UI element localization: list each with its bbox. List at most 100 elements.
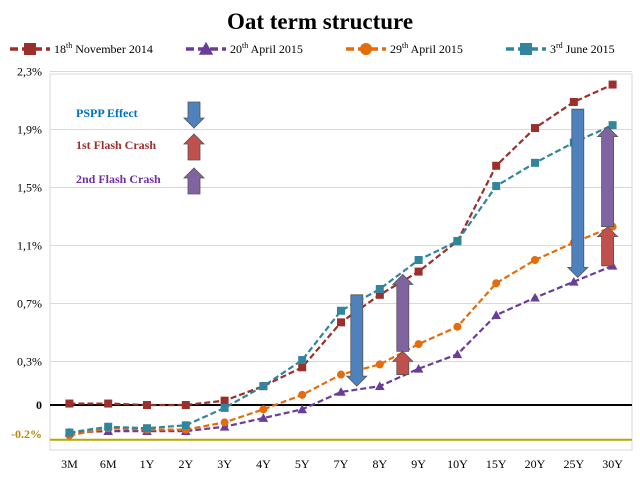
x-tick-label: 20Y <box>525 457 546 471</box>
data-point <box>143 401 151 409</box>
x-tick-label: 2Y <box>178 457 193 471</box>
arrow-up <box>183 133 205 161</box>
data-point <box>569 276 579 286</box>
data-point <box>298 356 307 365</box>
arrow-up <box>596 126 619 228</box>
legend-label: 29th April 2015 <box>390 41 463 56</box>
data-point <box>65 399 74 408</box>
data-point <box>337 370 345 379</box>
y-tick-label: 0 <box>36 398 42 412</box>
annotation-arrows <box>345 108 619 387</box>
data-point <box>530 292 540 302</box>
chart-legend: 18th November 2014 20th April 2015 29th Ap… <box>10 41 615 56</box>
plot-border <box>49 73 633 451</box>
data-point <box>452 349 463 359</box>
arrow-up <box>391 273 414 352</box>
data-point <box>298 363 307 372</box>
x-tick-label: 6M <box>100 457 117 471</box>
data-point <box>413 363 424 373</box>
data-point <box>492 279 501 288</box>
arrow-down <box>345 294 368 387</box>
series-line <box>69 83 614 407</box>
data-point <box>143 424 151 433</box>
arrow-up <box>596 226 619 267</box>
data-point <box>531 158 539 167</box>
x-tick-label: 5Y <box>295 457 310 471</box>
data-point <box>259 405 268 414</box>
data-point <box>259 382 268 391</box>
x-tick-label: 25Y <box>563 457 584 471</box>
data-point <box>181 421 190 430</box>
x-tick-label: 3Y <box>217 457 232 471</box>
data-point <box>220 418 229 427</box>
data-point <box>337 318 345 327</box>
data-point <box>608 121 617 130</box>
y-tick-label: 1,9% <box>17 123 42 137</box>
data-point <box>198 41 214 55</box>
x-tick-label: 10Y <box>447 457 468 471</box>
arrow-down <box>183 101 205 129</box>
x-tick-label: 30Y <box>602 457 623 471</box>
arrow-up <box>391 350 414 375</box>
data-point <box>337 306 345 315</box>
data-point <box>104 422 113 431</box>
x-tick-label: 1Y <box>140 457 155 471</box>
y-tick-label: 1,5% <box>17 181 42 195</box>
x-tick-label: 9Y <box>411 457 426 471</box>
data-point <box>414 256 423 264</box>
data-point <box>360 43 372 55</box>
data-point <box>104 399 113 408</box>
chart-title: Oat term structure <box>227 9 413 34</box>
legend-label: 18th November 2014 <box>54 41 153 56</box>
data-point <box>258 413 269 422</box>
legend-item-3: 29th April 2015 <box>346 41 463 56</box>
arrow-up <box>183 167 205 195</box>
data-point <box>453 322 462 331</box>
data-point <box>220 403 229 412</box>
series-layer <box>64 80 618 440</box>
arrow-down <box>566 108 589 278</box>
y-tick-label: -0.2% <box>11 427 42 441</box>
data-point <box>608 80 617 89</box>
data-point <box>375 285 384 293</box>
data-point <box>375 360 384 369</box>
x-tick-label: 3M <box>61 457 78 471</box>
annotation-2: 1st Flash Crash <box>76 133 205 161</box>
data-point <box>492 161 501 170</box>
y-tick-label: 2,3% <box>17 65 42 79</box>
data-point <box>492 182 501 191</box>
data-point <box>375 290 384 299</box>
annotation-3: 2nd Flash Crash <box>76 167 205 195</box>
series-2 <box>64 261 618 437</box>
legend-label: 3rd June 2015 <box>550 41 615 56</box>
x-tick-label: 7Y <box>334 457 349 471</box>
data-point <box>375 381 385 390</box>
y-axis: 2,3% 1,9% 1,5% 1,1% 0,7% 0,3% 0 -0.2% <box>11 65 42 442</box>
data-point <box>414 267 423 276</box>
x-tick-label: 4Y <box>256 457 271 471</box>
x-tick-label: 8Y <box>372 457 387 471</box>
data-point <box>531 256 539 264</box>
x-axis: 3M 6M 1Y 2Y 3Y 4Y 5Y 7Y 8Y 9Y 10Y 15Y 20Y 25Y 30Y <box>61 457 623 471</box>
data-point <box>531 124 539 133</box>
series-line <box>69 124 614 434</box>
annotation-label: PSPP Effect <box>76 106 138 120</box>
data-point <box>181 401 190 409</box>
data-point <box>298 390 307 399</box>
legend-label: 20th April 2015 <box>230 41 303 56</box>
data-point <box>414 340 423 349</box>
data-point <box>491 310 501 319</box>
annotation-label: 2nd Flash Crash <box>76 172 161 186</box>
y-tick-label: 0,7% <box>17 297 42 311</box>
legend-item-4: 3rd June 2015 <box>506 41 615 56</box>
y-tick-label: 0,3% <box>17 355 42 369</box>
annotation-1: PSPP Effect <box>76 101 205 129</box>
data-point <box>520 43 532 55</box>
annotation-label: 1st Flash Crash <box>76 138 156 152</box>
data-point <box>453 237 462 246</box>
data-point <box>65 428 74 437</box>
legend-item-1: 18th November 2014 <box>10 41 153 56</box>
series-line <box>69 264 614 434</box>
data-point <box>220 396 229 405</box>
